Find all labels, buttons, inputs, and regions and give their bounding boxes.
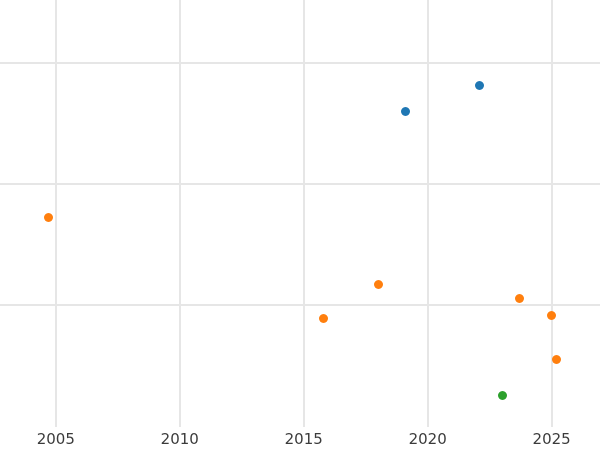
x-tick-label: 2005 [36, 430, 75, 448]
orange-series-point [319, 313, 329, 323]
blue-series-point [400, 106, 410, 116]
orange-series-point [373, 279, 383, 289]
green-series-point [497, 391, 507, 401]
gridline-vertical [302, 0, 305, 427]
blue-series-point [475, 81, 485, 91]
gridline-vertical [550, 0, 553, 427]
x-tick-label: 2020 [408, 430, 447, 448]
x-tick-label: 2025 [532, 430, 571, 448]
x-tick-label: 2010 [160, 430, 199, 448]
gridline-vertical [178, 0, 181, 427]
gridline-vertical [426, 0, 429, 427]
gridline-horizontal [0, 303, 600, 306]
gridline-horizontal [0, 182, 600, 185]
orange-series-point [43, 213, 53, 223]
x-tick-label: 2015 [284, 430, 323, 448]
orange-series-point [552, 354, 562, 364]
orange-series-point [547, 311, 557, 321]
orange-series-point [514, 294, 524, 304]
gridline-vertical [54, 0, 57, 427]
gridline-horizontal [0, 61, 600, 64]
